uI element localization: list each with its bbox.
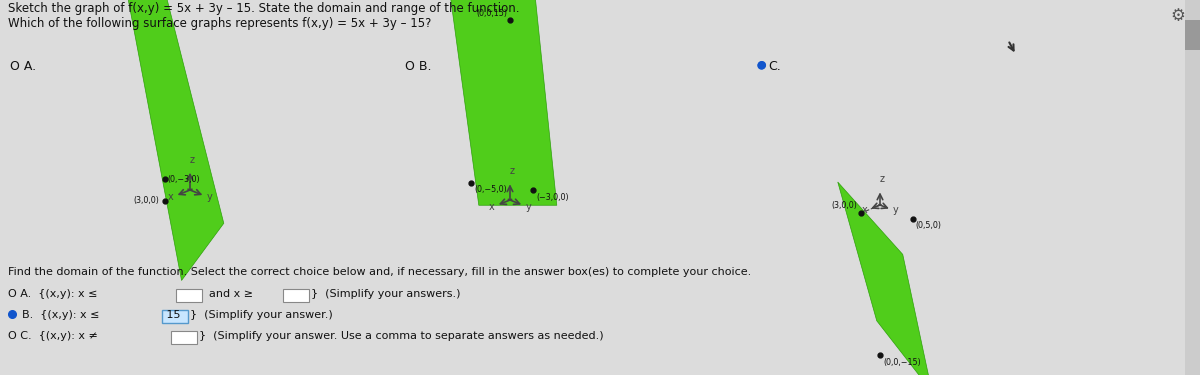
Text: }  (Simplify your answers.): } (Simplify your answers.) <box>311 289 461 299</box>
Text: Which of the following surface graphs represents f(x,y) = 5x + 3y – 15?: Which of the following surface graphs re… <box>8 17 431 30</box>
FancyBboxPatch shape <box>172 331 197 344</box>
Text: and x ≥: and x ≥ <box>202 289 253 299</box>
Text: O C.  {(x,y): x ≠: O C. {(x,y): x ≠ <box>8 331 98 341</box>
Text: O B.: O B. <box>406 60 432 73</box>
Text: (0,0,−15): (0,0,−15) <box>883 358 920 367</box>
FancyBboxPatch shape <box>283 289 310 302</box>
Text: }  (Simplify your answer.): } (Simplify your answer.) <box>190 310 332 320</box>
Text: }  (Simplify your answer. Use a comma to separate answers as needed.): } (Simplify your answer. Use a comma to … <box>199 331 604 341</box>
Text: Find the domain of the function. Select the correct choice below and, if necessa: Find the domain of the function. Select … <box>8 267 751 277</box>
Text: (0,−5,0): (0,−5,0) <box>474 185 506 194</box>
Text: (−3,0,0): (−3,0,0) <box>536 193 569 202</box>
Text: x: x <box>168 192 174 202</box>
Text: x: x <box>862 206 868 215</box>
Text: Sketch the graph of f(x,y) = 5x + 3y – 15. State the domain and range of the fun: Sketch the graph of f(x,y) = 5x + 3y – 1… <box>8 2 520 15</box>
Text: (3,0,0): (3,0,0) <box>832 201 858 210</box>
Text: y: y <box>526 201 532 211</box>
Text: y: y <box>893 206 899 215</box>
FancyBboxPatch shape <box>162 310 188 323</box>
Text: (0,0,15): (0,0,15) <box>476 9 508 18</box>
Bar <box>1186 20 1200 50</box>
Text: z: z <box>190 155 194 165</box>
Text: z: z <box>510 166 515 176</box>
Text: (0,5,0): (0,5,0) <box>916 221 942 230</box>
Polygon shape <box>122 0 224 280</box>
Polygon shape <box>448 0 557 205</box>
Text: x: x <box>488 201 494 211</box>
FancyBboxPatch shape <box>176 289 202 302</box>
Text: B.  {(x,y): x ≤: B. {(x,y): x ≤ <box>22 310 100 320</box>
Bar <box>1186 0 1200 375</box>
Polygon shape <box>838 182 932 375</box>
Text: 15: 15 <box>163 310 180 320</box>
Text: z: z <box>880 174 884 184</box>
Text: y: y <box>206 192 212 202</box>
Text: ●: ● <box>756 60 766 70</box>
Text: (3,0,0): (3,0,0) <box>133 196 160 206</box>
Text: O A.: O A. <box>10 60 36 73</box>
Text: ⚙: ⚙ <box>1170 7 1186 25</box>
Text: O A.  {(x,y): x ≤: O A. {(x,y): x ≤ <box>8 289 97 299</box>
Text: C.: C. <box>768 60 781 73</box>
Text: (0,−3,0): (0,−3,0) <box>168 175 200 184</box>
